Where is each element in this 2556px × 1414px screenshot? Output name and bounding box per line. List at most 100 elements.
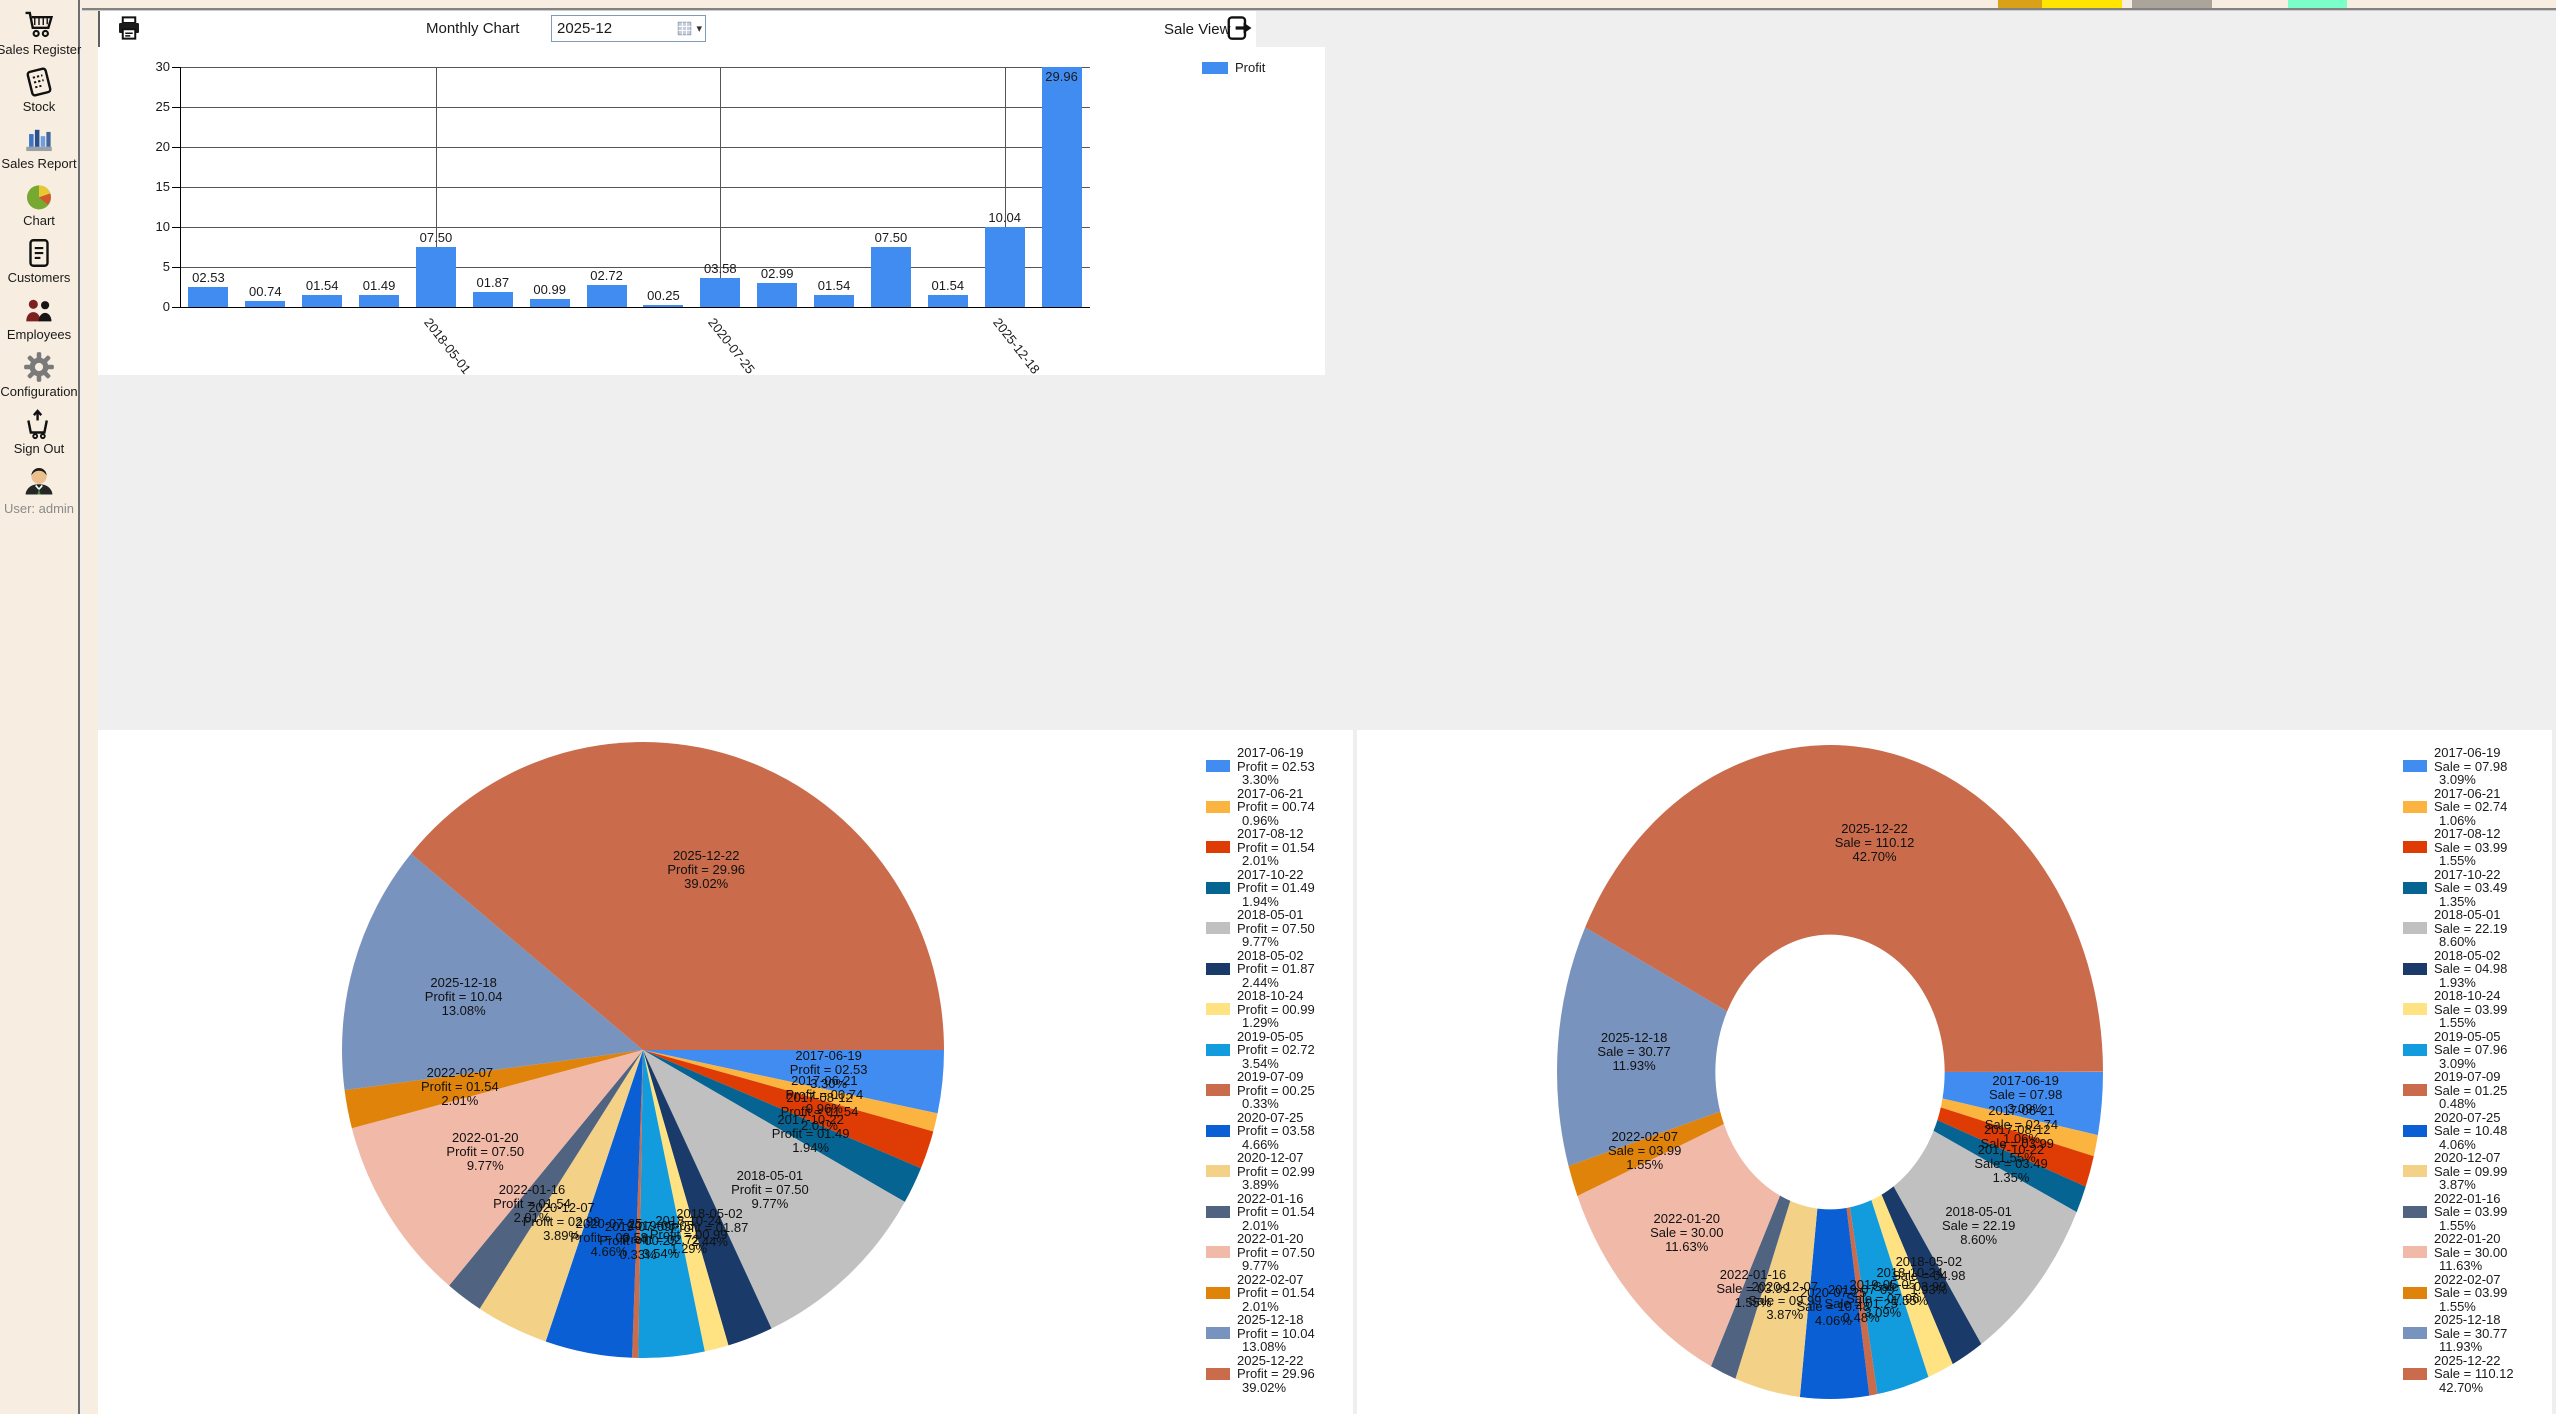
sidebar-item-sales-report[interactable]: Sales Report — [0, 121, 78, 171]
profit-pie-chart-panel: 2017-06-19 Profit = 02.53 3.30% 2017-06-21 P… — [98, 730, 1353, 1414]
legend-item-2025-12-18: 2025-12-18 Profit = 10.04 13.08% — [1206, 1313, 1356, 1354]
bar-2017-10-22 — [359, 295, 400, 307]
legend-swatch — [1206, 1043, 1230, 1056]
legend-swatch — [2403, 1043, 2427, 1056]
slice-label-2018-10-24: 2018-10-24 Profit = 00.99 1.29% — [649, 1213, 728, 1257]
calendar-grid-icon[interactable] — [672, 17, 696, 40]
slice-label-2019-05-05: 2019-05-05 Sale = 07.96 3.09% — [1846, 1276, 1920, 1320]
bar-2019-07-09 — [643, 305, 684, 307]
legend-swatch — [2403, 962, 2427, 975]
sidebar-item-sign-out[interactable]: Sign Out — [0, 406, 78, 456]
sidebar-item-customers[interactable]: Customers — [0, 235, 78, 285]
bar-2018-05-02 — [472, 292, 513, 307]
legend-item-2017-06-21: 2017-06-21 Profit = 00.74 0.96% — [1206, 786, 1356, 828]
sidebar-item-label: Sales Register — [0, 42, 82, 57]
slice-label-2017-06-21: 2017-06-21 Profit = 00.74 0.96% — [785, 1072, 864, 1116]
sidebar-item-stock[interactable]: Stock — [0, 64, 78, 114]
slice-2020-07-25 — [545, 1050, 643, 1358]
sidebar-item-employees[interactable]: Employees — [0, 292, 78, 342]
legend-item-2018-05-02: 2018-05-02 Sale = 04.98 1.93% — [2403, 948, 2553, 990]
slice-2017-08-12 — [643, 1050, 934, 1169]
people-icon — [21, 292, 57, 328]
slice-2017-06-19 — [643, 1050, 944, 1114]
slice-label-2020-07-25: 2020-07-25 Profit = 03.58 4.66% — [570, 1215, 648, 1259]
slice-2020-12-07 — [479, 1050, 643, 1342]
period-picker[interactable]: 2025-12 ▾ — [551, 15, 706, 42]
legend-item-2022-02-07: 2022-02-07 Profit = 01.54 2.01% — [1206, 1272, 1356, 1314]
slice-label-2018-05-02: 2018-05-02 Profit = 01.87 2.44% — [670, 1206, 749, 1250]
legend-item-2025-12-22: 2025-12-22 Profit = 29.96 39.02% — [1206, 1353, 1356, 1395]
slice-2018-10-24 — [643, 1050, 729, 1352]
legend-swatch — [2403, 1246, 2427, 1258]
sale-view-button[interactable] — [1224, 13, 1256, 43]
bar-2019-05-05 — [586, 285, 627, 307]
legend-swatch — [2403, 1205, 2427, 1218]
legend-swatch — [2403, 881, 2427, 894]
slice-label-2020-12-07: 2020-12-07 Profit = 02.99 3.89% — [522, 1199, 601, 1243]
chevron-down-icon[interactable]: ▾ — [696, 23, 702, 35]
slice-label-2020-07-25: 2020-07-25 Sale = 10.48 4.06% — [1796, 1285, 1871, 1329]
shopping-cart-icon — [21, 7, 57, 43]
window-top-strip — [80, 0, 2556, 8]
legend-item-2018-10-24: 2018-10-24 Sale = 03.99 1.55% — [2403, 989, 2553, 1030]
bar-2020-07-25 — [700, 278, 741, 307]
slice-label-2025-12-22: 2025-12-22 Sale = 110.12 42.70% — [1834, 820, 1915, 864]
slice-2025-12-18 — [341, 853, 643, 1091]
legend-swatch — [1206, 1205, 1230, 1218]
gear-icon — [21, 349, 57, 385]
sidebar-item-chart[interactable]: Chart — [0, 178, 78, 228]
legend-item-2020-12-07: 2020-12-07 Profit = 02.99 3.89% — [1206, 1151, 1356, 1192]
slice-label-2022-01-16: 2022-01-16 Profit = 01.54 2.01% — [493, 1181, 571, 1225]
slice-label-2022-01-16: 2022-01-16 Sale = 03.99 1.55% — [1716, 1266, 1790, 1310]
slice-2022-01-20 — [351, 1050, 643, 1286]
slice-label-2017-08-12: 2017-08-12 Profit = 01.54 2.01% — [780, 1090, 859, 1134]
sidebar-item-label: Sign Out — [13, 441, 65, 456]
slice-2018-05-01 — [643, 1050, 905, 1329]
legend-swatch — [1206, 1084, 1230, 1096]
slice-label-2019-05-05: 2019-05-05 Profit = 02.72 3.54% — [621, 1218, 700, 1262]
legend-swatch — [2403, 760, 2427, 772]
slice-2020-07-25 — [1799, 1072, 1870, 1399]
bar-2025-12-18 — [984, 226, 1025, 307]
slice-label-2018-05-02: 2018-05-02 Sale = 04.98 1.93% — [1892, 1253, 1966, 1297]
bar-2018-10-24 — [529, 299, 570, 307]
print-button[interactable] — [114, 13, 144, 43]
slice-label-2022-01-20: 2022-01-20 Profit = 07.50 9.77% — [446, 1130, 525, 1174]
separator-line — [82, 10, 2556, 11]
legend-swatch — [1206, 962, 1230, 975]
slice-label-2017-10-22: 2017-10-22 Sale = 03.49 1.35% — [1974, 1141, 2048, 1185]
legend-item-2019-07-09: 2019-07-09 Profit = 00.25 0.33% — [1206, 1070, 1356, 1111]
slice-label-2017-08-12: 2017-08-12 Sale = 03.99 1.55% — [1980, 1121, 2054, 1165]
slice-label-2018-10-24: 2018-10-24 Sale = 03.99 1.55% — [1873, 1265, 1947, 1309]
slice-2017-10-22 — [643, 1050, 921, 1202]
legend-item-2025-12-18: 2025-12-18 Sale = 30.77 11.93% — [2403, 1313, 2553, 1354]
profit-bar-chart-panel: 0 5 10 15 20 25 30 2018-05-01 2020-07-25 2025-12-… — [98, 47, 1325, 377]
legend-item-2022-02-07: 2022-02-07 Sale = 03.99 1.55% — [2403, 1272, 2553, 1314]
slice-label-2018-05-01: 2018-05-01 Profit = 07.50 9.77% — [731, 1167, 809, 1211]
slice-label-2017-10-22: 2017-10-22 Profit = 01.49 1.94% — [771, 1111, 850, 1155]
legend-swatch — [2403, 800, 2427, 813]
bar-chart-legend: Profit — [1202, 60, 1265, 75]
legend-swatch — [1202, 61, 1228, 74]
sidebar-item-configuration[interactable]: Configuration — [0, 349, 78, 399]
slice-2022-02-07 — [344, 1050, 643, 1129]
legend-swatch — [1206, 1124, 1230, 1137]
slice-label-2017-06-19: 2017-06-19 Profit = 02.53 3.30% — [789, 1047, 868, 1091]
document-icon — [21, 235, 57, 271]
slice-2017-06-21 — [643, 1050, 938, 1132]
receipt-icon — [21, 64, 57, 100]
period-value[interactable]: 2025-12 — [557, 20, 613, 37]
legend-swatch — [2403, 1003, 2427, 1015]
window-artifact — [1998, 0, 2042, 8]
legend-swatch — [1206, 1286, 1230, 1299]
legend-swatch — [2403, 841, 2427, 853]
legend-item-2018-10-24: 2018-10-24 Profit = 00.99 1.29% — [1206, 989, 1356, 1030]
legend-swatch — [1206, 841, 1230, 853]
sidebar-item-sales-register[interactable]: Sales Register — [0, 7, 82, 57]
legend-item-2020-07-25: 2020-07-25 Profit = 03.58 4.66% — [1206, 1110, 1356, 1152]
legend-item-2017-06-19: 2017-06-19 Sale = 07.98 3.09% — [2403, 746, 2553, 787]
slice-label-2017-06-19: 2017-06-19 Sale = 07.98 3.09% — [1988, 1072, 2063, 1116]
sale-donut-chart-panel: 2017-06-19 Sale = 07.98 3.09% 2017-06-21 Sal… — [1357, 730, 2552, 1414]
slice-label-2025-12-18: 2025-12-18 Profit = 10.04 13.08% — [424, 975, 503, 1019]
